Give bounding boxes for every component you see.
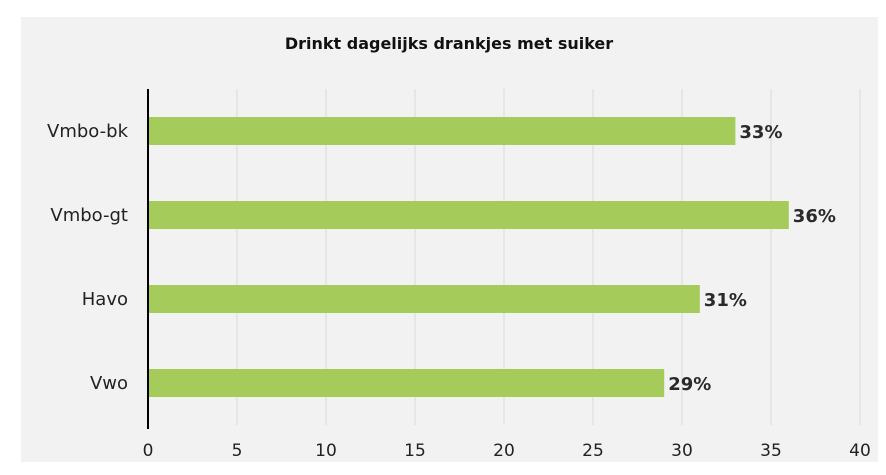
x-tick-label: 15: [404, 441, 426, 461]
x-tick-label: 0: [143, 441, 154, 461]
category-labels: Vmbo-bk Vmbo-gt Havo Vwo: [47, 121, 129, 394]
chart-title: Drinkt dagelijks drankjes met suiker: [285, 34, 613, 53]
x-tick-labels: 0 5 10 15 20 25 30 35 40: [143, 441, 871, 461]
x-tick-label: 30: [671, 441, 693, 461]
data-label: 31%: [704, 290, 747, 311]
x-tick-label: 40: [849, 441, 871, 461]
category-label: Havo: [82, 289, 128, 310]
x-tick-label: 35: [760, 441, 782, 461]
data-labels: 33% 36% 31% 29%: [668, 122, 836, 395]
bars: [148, 117, 789, 397]
bar-chart: Drinkt dagelijks drankjes met suiker Vmb…: [47, 34, 871, 461]
category-label: Vmbo-bk: [47, 121, 129, 142]
bar: [148, 201, 789, 229]
category-label: Vwo: [90, 373, 128, 394]
data-label: 36%: [793, 206, 836, 227]
bar: [148, 369, 665, 397]
x-tick-label: 10: [315, 441, 337, 461]
chart-frame: Drinkt dagelijks drankjes met suiker Vmb…: [21, 17, 878, 462]
data-label: 33%: [739, 122, 782, 143]
x-tick-label: 5: [232, 441, 243, 461]
data-label: 29%: [668, 374, 711, 395]
x-tick-label: 25: [582, 441, 604, 461]
category-label: Vmbo-gt: [50, 205, 128, 226]
bar: [148, 117, 736, 145]
x-tick-label: 20: [493, 441, 515, 461]
bar: [148, 285, 700, 313]
